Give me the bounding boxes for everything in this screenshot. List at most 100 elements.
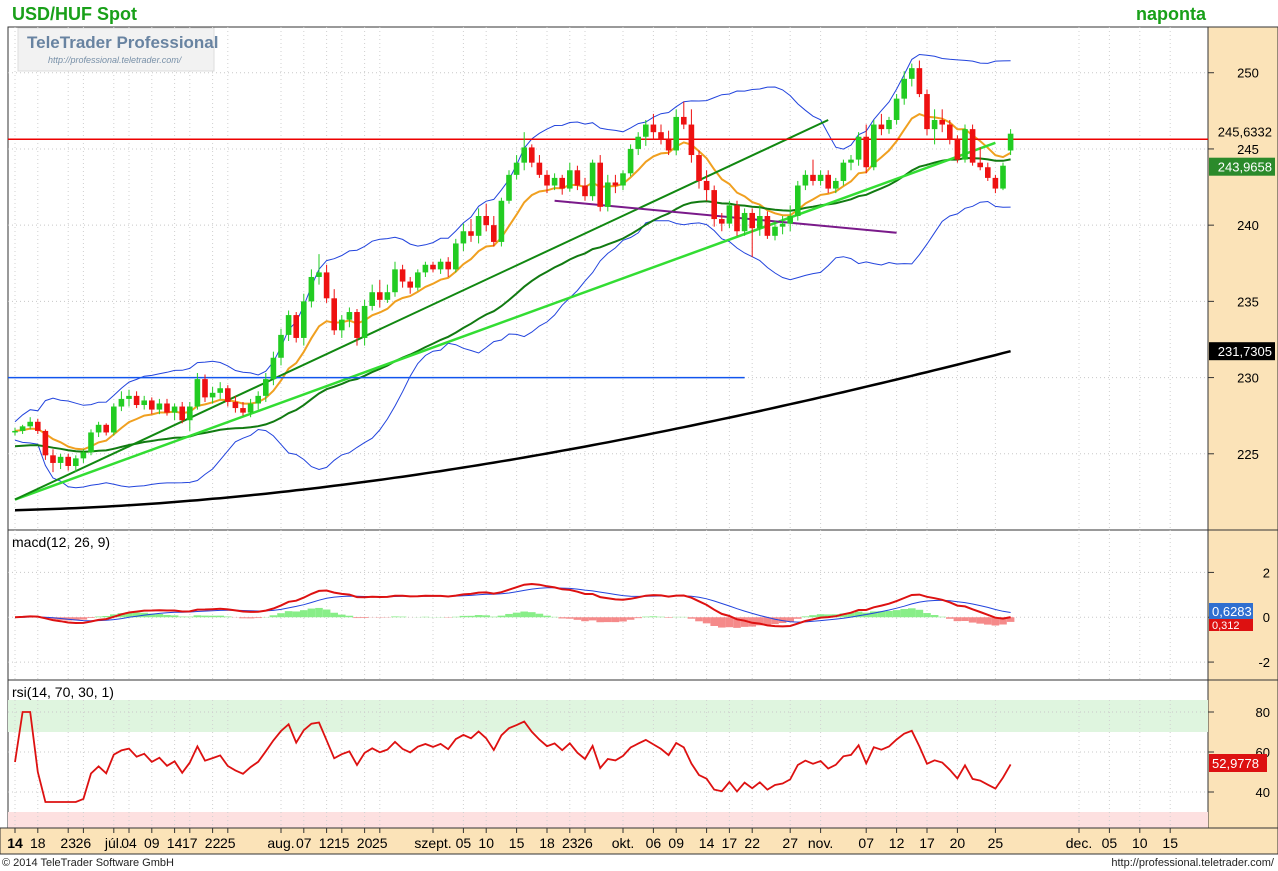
macd-histogram-bar xyxy=(816,614,825,618)
candle xyxy=(331,289,337,335)
trend-line-dark-green xyxy=(14,119,829,501)
candle xyxy=(825,170,831,194)
macd-histogram-bar xyxy=(604,617,612,623)
date-tick-label: 10 xyxy=(1132,835,1148,851)
macd-histogram-bar xyxy=(687,617,696,619)
candle xyxy=(901,71,907,105)
macd-histogram-bar xyxy=(505,613,513,618)
candle xyxy=(65,453,71,471)
candle xyxy=(377,280,383,308)
candle xyxy=(696,150,702,189)
candle xyxy=(217,382,223,399)
candle xyxy=(202,374,208,402)
candle xyxy=(688,109,695,163)
macd-histogram-bar xyxy=(900,609,908,618)
macd-histogram-bar xyxy=(847,612,855,618)
macd-histogram-bar xyxy=(611,617,620,623)
candle xyxy=(240,401,246,416)
macd-histogram-bar xyxy=(391,616,399,618)
green-ma-label: 243,9658 xyxy=(1218,160,1272,175)
candle xyxy=(605,174,611,212)
date-tick-label: júl. xyxy=(104,835,123,851)
date-tick-label: 26 xyxy=(577,835,593,851)
macd-histogram-bar xyxy=(892,610,901,618)
macd-line xyxy=(14,582,1011,628)
macd-histogram-bar xyxy=(976,617,984,624)
candle xyxy=(741,208,748,236)
macd-histogram-bar xyxy=(771,617,779,625)
candle xyxy=(415,269,421,291)
candle xyxy=(985,162,991,181)
candle xyxy=(795,180,801,221)
candle xyxy=(969,124,976,166)
date-tick-label: 17 xyxy=(722,835,738,851)
date-tick-label: 25 xyxy=(372,835,388,851)
macd-histogram-bar xyxy=(801,616,810,618)
date-tick-label: 20 xyxy=(357,835,373,851)
date-tick-label: 14 xyxy=(699,835,715,851)
candle xyxy=(855,132,862,166)
candle xyxy=(612,174,619,194)
macd-histogram-bar xyxy=(193,615,202,618)
macd-histogram-bar xyxy=(269,615,278,618)
date-tick-label: 10 xyxy=(478,835,494,851)
candle xyxy=(156,398,163,415)
macd-title: macd(12, 26, 9) xyxy=(12,534,110,550)
macd-histogram-bar xyxy=(482,615,490,618)
macd-histogram-bar xyxy=(558,617,566,619)
date-tick-label: 05 xyxy=(1102,835,1118,851)
macd-histogram-bar xyxy=(657,616,665,618)
date-tick-label: okt. xyxy=(612,835,635,851)
candle xyxy=(232,395,239,413)
macd-histogram-bar xyxy=(338,614,346,618)
date-tick-label: 04 xyxy=(121,835,137,851)
candle xyxy=(339,315,345,338)
candle xyxy=(673,109,679,156)
candle xyxy=(551,173,558,191)
candle xyxy=(255,391,261,410)
candle xyxy=(301,293,307,346)
date-tick-label: 20 xyxy=(950,835,966,851)
macd-histogram-bar xyxy=(87,617,95,618)
macd-histogram-bar xyxy=(968,617,977,623)
candle xyxy=(460,223,467,252)
date-tick-label: 12 xyxy=(319,835,335,851)
candle xyxy=(871,119,877,171)
date-tick-label: 06 xyxy=(646,835,662,851)
macd-histogram-bar xyxy=(923,613,931,618)
candle xyxy=(407,276,413,294)
candle xyxy=(559,174,565,195)
date-tick-label: 22 xyxy=(744,835,760,851)
macd-histogram-bar xyxy=(619,617,627,622)
candle xyxy=(703,170,710,201)
candle xyxy=(840,159,847,186)
black-ma-label-box xyxy=(1209,342,1275,361)
macd-histogram-bar xyxy=(102,616,110,618)
candle xyxy=(88,429,94,456)
date-tick-label: 15 xyxy=(509,835,525,851)
candle xyxy=(582,177,588,201)
footer-copyright: © 2014 TeleTrader Software GmbH xyxy=(2,857,174,869)
rsi-title: rsi(14, 70, 30, 1) xyxy=(12,684,114,700)
candle xyxy=(73,455,79,473)
macd-histogram-bar xyxy=(634,617,642,619)
macd-signal-box xyxy=(1209,603,1253,620)
candle xyxy=(126,389,132,407)
candle xyxy=(802,170,809,191)
candle xyxy=(308,269,315,308)
macd-histogram-bar xyxy=(254,617,262,619)
macd-histogram-bar xyxy=(490,616,498,618)
macd-histogram-bar xyxy=(543,615,551,618)
header-strip xyxy=(0,0,1278,27)
candle xyxy=(392,261,398,297)
macd-histogram-bar xyxy=(79,617,88,620)
candle xyxy=(924,89,930,136)
macd-histogram-bar xyxy=(520,611,528,618)
date-tick-label: 12 xyxy=(889,835,905,851)
candle xyxy=(992,174,999,194)
date-tick-label: 14 xyxy=(7,835,23,851)
macd-histogram-bar xyxy=(809,615,817,618)
candle xyxy=(194,373,201,410)
macd-signal-value: 0,6283 xyxy=(1212,604,1252,619)
